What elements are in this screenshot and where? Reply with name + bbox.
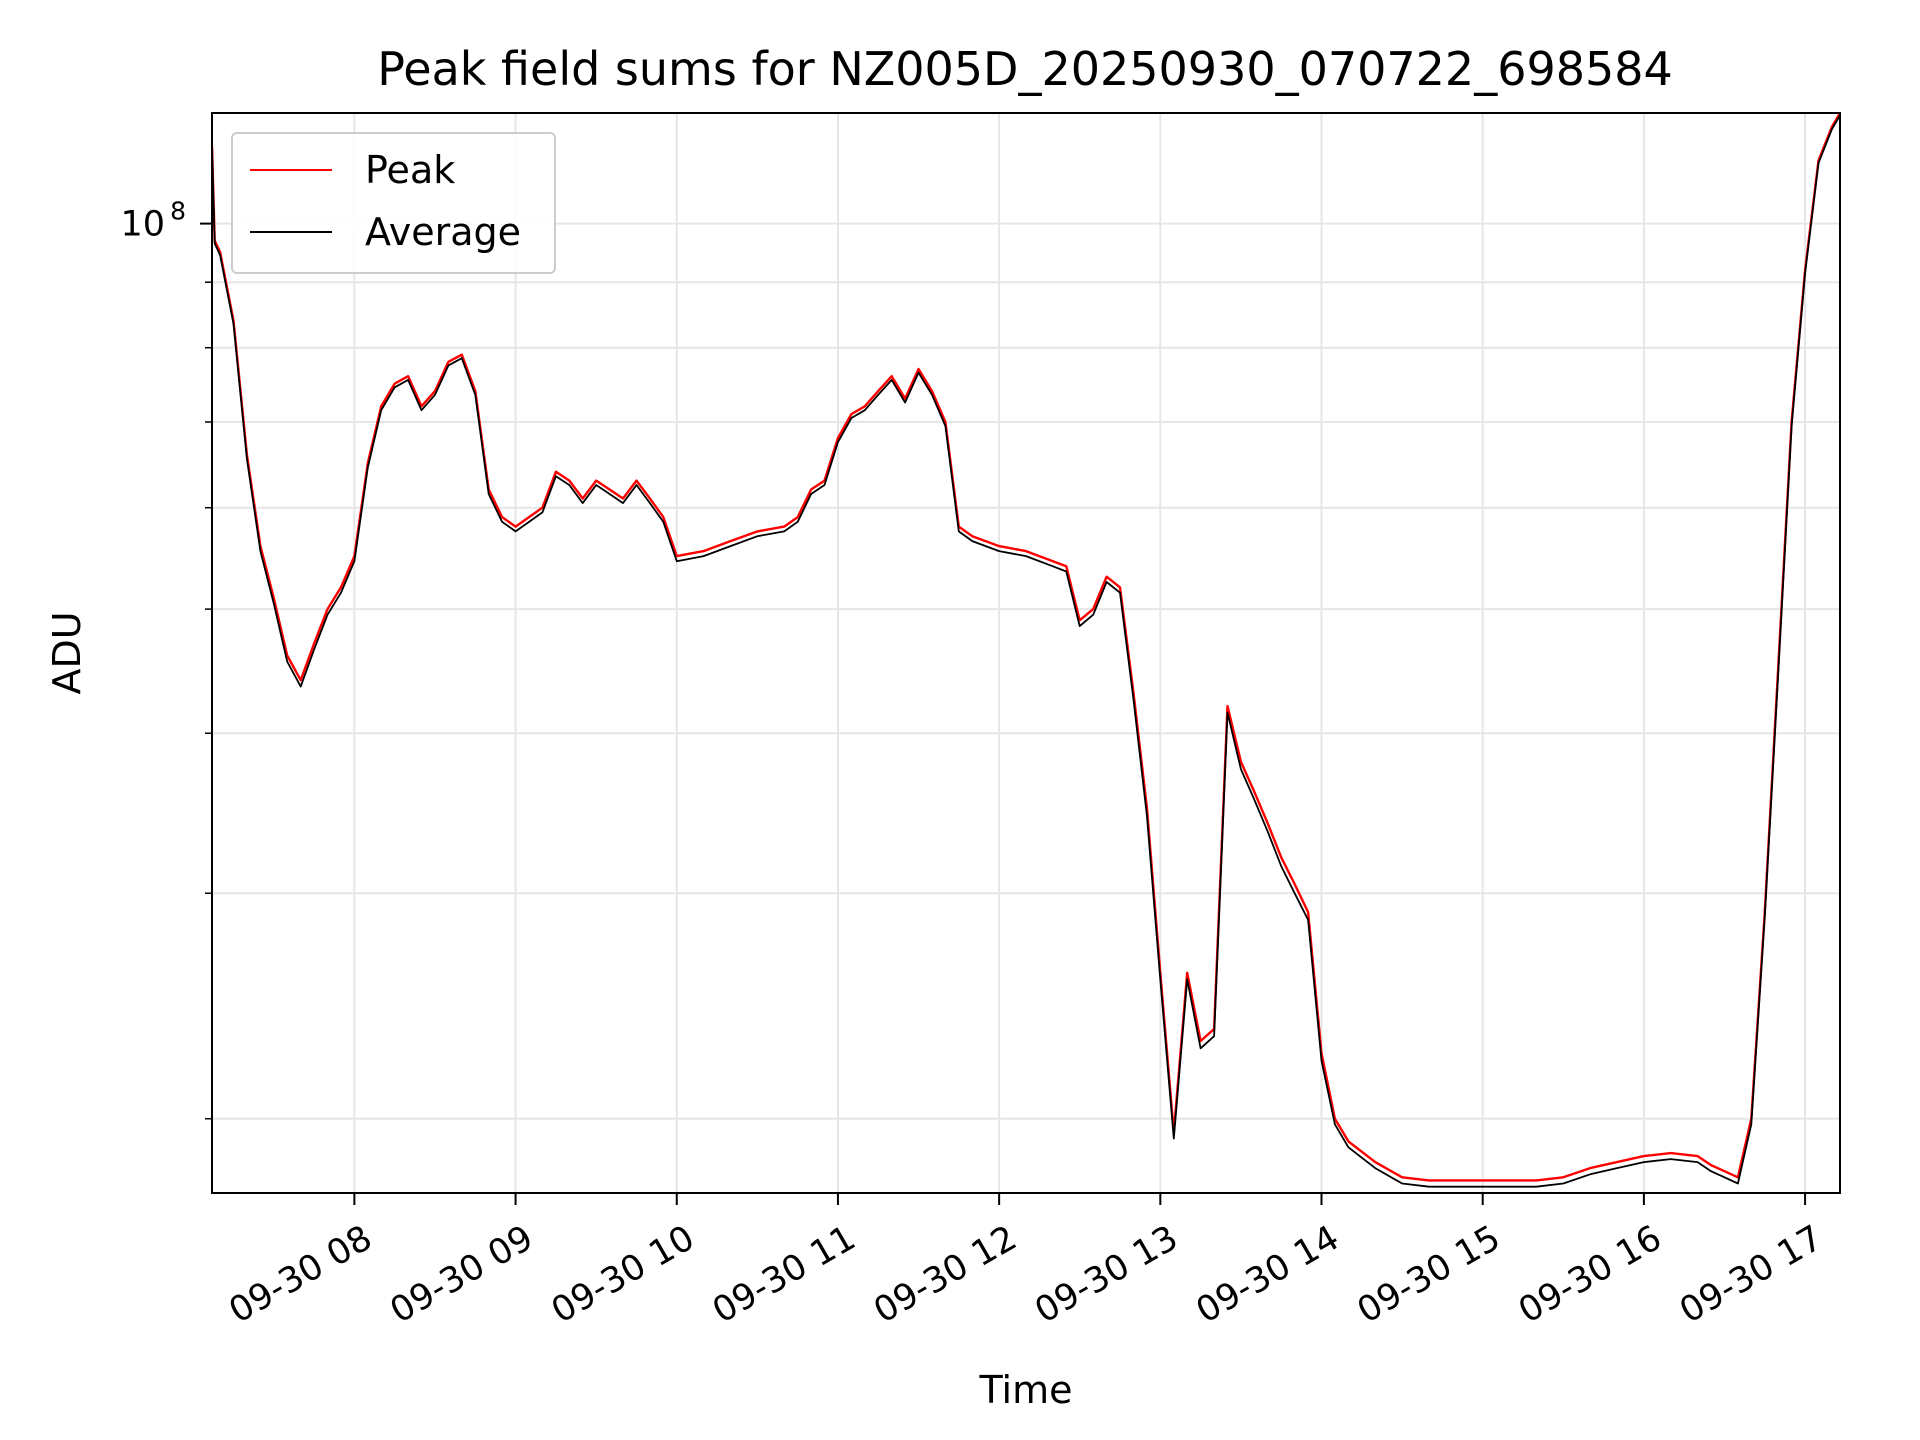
legend: Peak Average [231, 132, 556, 274]
x-axis-label: Time [979, 1368, 1073, 1412]
chart-title: Peak field sums for NZ005D_20250930_0707… [377, 42, 1673, 96]
series-line-peak [212, 113, 1840, 1182]
y-tick-exponent: 8 [170, 197, 186, 226]
y-tick-label: 10 [120, 205, 165, 245]
legend-label-average: Average [365, 210, 521, 254]
series-layer [212, 113, 1840, 1188]
grid [212, 113, 1840, 1193]
plot-frame [211, 112, 1841, 1194]
y-axis: 10 8 [120, 197, 212, 1120]
legend-label-peak: Peak [365, 148, 455, 192]
legend-box [231, 132, 556, 274]
y-axis-label: ADU [45, 611, 89, 694]
series-line-average [212, 114, 1840, 1188]
